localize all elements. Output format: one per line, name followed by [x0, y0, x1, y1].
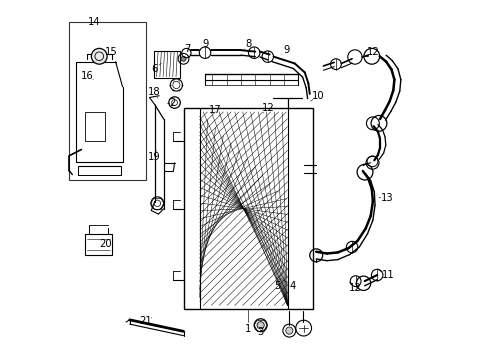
Text: 3: 3	[257, 327, 263, 337]
Text: 14: 14	[88, 17, 101, 27]
Text: 8: 8	[244, 39, 251, 49]
Text: 12: 12	[348, 283, 361, 293]
Circle shape	[257, 321, 264, 329]
Circle shape	[91, 48, 107, 64]
Bar	[183, 108, 312, 309]
Text: 5: 5	[274, 281, 280, 291]
Text: 9: 9	[202, 39, 208, 49]
Text: 4: 4	[289, 281, 295, 291]
Circle shape	[181, 56, 185, 61]
Text: 12: 12	[366, 46, 379, 57]
Text: 10: 10	[311, 91, 324, 101]
Text: 16: 16	[81, 71, 94, 81]
Bar	[85, 234, 112, 255]
Text: 21: 21	[139, 316, 152, 325]
Text: 19: 19	[147, 152, 160, 162]
Text: 11: 11	[381, 270, 393, 280]
Text: 13: 13	[380, 193, 393, 203]
Text: 9: 9	[283, 45, 289, 55]
Bar	[154, 51, 180, 78]
Circle shape	[285, 327, 292, 334]
Text: 1: 1	[244, 324, 251, 334]
Text: 2: 2	[168, 98, 175, 108]
Text: 17: 17	[208, 105, 221, 115]
Text: 6: 6	[151, 64, 157, 74]
Text: 12: 12	[261, 103, 274, 113]
Text: 15: 15	[104, 46, 117, 57]
Bar	[69, 22, 145, 180]
Text: 18: 18	[147, 87, 160, 97]
Text: 20: 20	[99, 239, 111, 249]
Bar	[85, 112, 104, 140]
Text: 7: 7	[183, 44, 190, 54]
